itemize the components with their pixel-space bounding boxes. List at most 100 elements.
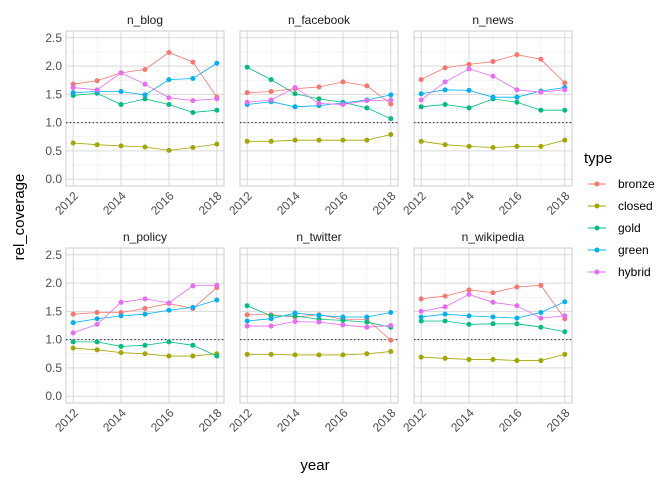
- data-point-gold: [466, 321, 472, 327]
- data-point-gold: [442, 318, 448, 324]
- data-point-bronze: [562, 80, 568, 86]
- y-tick-label: 2.5: [45, 31, 62, 45]
- data-point-hybrid: [340, 102, 346, 108]
- y-axis-title: rel_coverage: [11, 174, 28, 261]
- data-point-hybrid: [94, 321, 100, 327]
- data-point-closed: [466, 356, 472, 362]
- facet-title: n_facebook: [288, 13, 351, 27]
- legend-key-point: [594, 181, 600, 187]
- legend-key-point: [594, 203, 600, 209]
- data-point-closed: [214, 141, 220, 147]
- data-point-bronze: [514, 284, 520, 290]
- data-point-closed: [514, 143, 520, 149]
- data-point-green: [268, 316, 274, 322]
- data-point-hybrid: [562, 313, 568, 319]
- legend-key-point: [594, 269, 600, 275]
- data-point-hybrid: [364, 98, 370, 104]
- data-point-hybrid: [466, 291, 472, 297]
- data-point-gold: [190, 109, 196, 115]
- data-point-green: [214, 60, 220, 66]
- data-point-hybrid: [166, 95, 172, 101]
- data-point-closed: [268, 138, 274, 144]
- data-point-gold: [190, 342, 196, 348]
- data-point-green: [94, 316, 100, 322]
- data-point-closed: [562, 351, 568, 357]
- data-point-hybrid: [142, 81, 148, 87]
- data-point-hybrid: [268, 97, 274, 103]
- data-point-gold: [466, 105, 472, 111]
- data-point-bronze: [364, 83, 370, 89]
- y-tick-label: 0.5: [45, 361, 62, 375]
- data-point-closed: [418, 354, 424, 360]
- data-point-closed: [538, 358, 544, 364]
- facet-title: n_news: [472, 13, 513, 27]
- data-point-closed: [340, 352, 346, 358]
- legend-label: gold: [618, 221, 641, 235]
- data-point-bronze: [268, 89, 274, 95]
- data-point-gold: [118, 102, 124, 108]
- data-point-bronze: [142, 66, 148, 72]
- data-point-bronze: [538, 56, 544, 62]
- data-point-hybrid: [538, 315, 544, 321]
- data-point-closed: [340, 137, 346, 143]
- legend-label: closed: [618, 199, 653, 213]
- legend-item-closed: closed: [588, 199, 653, 213]
- data-point-hybrid: [244, 99, 250, 105]
- data-point-hybrid: [214, 96, 220, 102]
- data-point-bronze: [316, 84, 322, 90]
- data-point-closed: [244, 138, 250, 144]
- y-tick-label: 1.0: [45, 333, 62, 347]
- data-point-gold: [292, 91, 298, 97]
- data-point-closed: [388, 132, 394, 138]
- data-point-hybrid: [418, 308, 424, 314]
- data-point-green: [466, 87, 472, 93]
- data-point-closed: [538, 143, 544, 149]
- data-point-gold: [442, 102, 448, 108]
- data-point-green: [244, 318, 250, 324]
- data-point-hybrid: [364, 324, 370, 330]
- data-point-closed: [190, 353, 196, 359]
- data-point-hybrid: [490, 299, 496, 305]
- data-point-hybrid: [190, 98, 196, 104]
- data-point-hybrid: [340, 322, 346, 328]
- data-point-closed: [490, 356, 496, 362]
- data-point-bronze: [388, 101, 394, 107]
- data-point-closed: [190, 145, 196, 151]
- data-point-bronze: [418, 296, 424, 302]
- y-tick-label: 1.5: [45, 87, 62, 101]
- legend-title: type: [584, 150, 612, 167]
- data-point-green: [142, 92, 148, 98]
- data-point-green: [142, 311, 148, 317]
- data-point-closed: [364, 137, 370, 143]
- data-point-closed: [316, 352, 322, 358]
- data-point-hybrid: [94, 87, 100, 93]
- y-tick-label: 0.0: [45, 172, 62, 186]
- data-point-green: [514, 315, 520, 321]
- data-point-gold: [268, 77, 274, 83]
- data-point-green: [292, 310, 298, 316]
- data-point-closed: [562, 137, 568, 143]
- data-point-green: [316, 312, 322, 318]
- data-point-green: [118, 313, 124, 319]
- data-point-green: [118, 89, 124, 95]
- legend: type bronze closed gold green hybrid: [584, 150, 655, 279]
- data-point-hybrid: [118, 70, 124, 76]
- data-point-gold: [214, 353, 220, 359]
- facet-title: n_twitter: [296, 230, 341, 244]
- data-point-green: [214, 297, 220, 303]
- data-point-hybrid: [70, 85, 76, 91]
- data-point-hybrid: [118, 299, 124, 305]
- data-point-green: [562, 299, 568, 305]
- data-point-green: [490, 314, 496, 320]
- data-point-hybrid: [514, 87, 520, 93]
- data-point-closed: [292, 137, 298, 143]
- data-point-bronze: [166, 49, 172, 55]
- data-point-hybrid: [214, 282, 220, 288]
- data-point-bronze: [94, 78, 100, 84]
- data-point-hybrid: [292, 85, 298, 91]
- data-point-hybrid: [244, 323, 250, 329]
- data-point-green: [442, 87, 448, 93]
